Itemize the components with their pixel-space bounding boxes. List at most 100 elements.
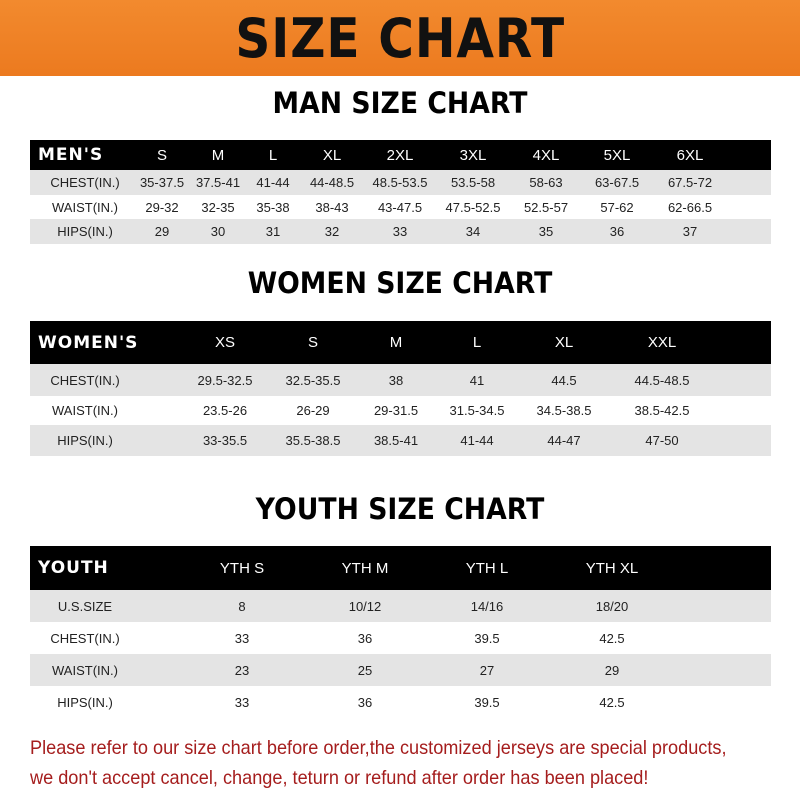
size-value: 42.5 [599,694,625,710]
table-row: WAIST(IN.) 23 25 27 29 [30,654,771,686]
table-corner-label: MEN'S [38,145,104,165]
size-value: 52.5-57 [523,199,569,215]
size-header: S [156,146,168,164]
size-header: YTH M [341,559,389,577]
size-value: 63-67.5 [594,175,640,190]
women-size-table: WOMEN'S XS S M L XL XXL CHEST(IN.) 29.5-32.5 32.5… [30,321,771,456]
size-value: 36 [609,224,625,239]
size-header: L [268,146,278,164]
row-label: CHEST(IN.) [50,372,120,388]
size-value: 37.5-41 [195,175,241,190]
size-header: 5XL [603,146,631,164]
size-value: 35-38 [256,199,290,215]
size-value: 29 [604,662,620,678]
row-label: WAIST(IN.) [52,403,118,418]
size-header: M [389,334,403,351]
size-value: 31 [265,224,281,239]
table-row: CHEST(IN.) 29.5-32.5 32.5-35.5 38 41 44.5 44.5… [30,364,771,396]
size-value: 32 [324,224,340,239]
size-value: 33 [234,694,250,710]
table-corner-label: WOMEN'S [38,332,139,353]
table-row: WAIST(IN.) 23.5-26 26-29 29-31.5 31.5-34.5 34… [30,396,771,425]
size-value: 23 [234,662,250,678]
size-header: XL [322,146,342,164]
size-value: 34.5-38.5 [536,403,592,418]
youth-size-table: YOUTH YTH S YTH M YTH L YTH XL U.S.SIZE 8 10/12… [30,546,771,718]
size-value: 10/12 [348,598,382,614]
size-value: 32-35 [201,199,235,215]
size-value: 27 [479,662,495,678]
row-label: WAIST(IN.) [52,199,118,215]
size-value: 57-62 [600,199,634,215]
size-value: 26-29 [296,403,330,418]
size-value: 37 [682,224,698,239]
size-value: 18/20 [595,598,629,614]
size-header: 6XL [676,146,704,164]
table-row: CHEST(IN.) 35-37.5 37.5-41 41-44 44-48.5 48.5… [30,170,771,195]
row-label: CHEST(IN.) [50,630,120,646]
notice-line-1: Please refer to our size chart before or… [30,737,727,759]
table-header-row: YOUTH YTH S YTH M YTH L YTH XL [30,546,771,590]
size-value: 67.5-72 [667,175,713,190]
size-value: 47.5-52.5 [445,199,501,215]
row-label: CHEST(IN.) [50,175,120,190]
youth-chart-title: YOUTH SIZE CHART [255,492,545,526]
size-value: 44-48.5 [309,175,355,190]
size-value: 36 [357,630,373,646]
size-value: 62-66.5 [667,199,713,215]
row-label: HIPS(IN.) [57,694,113,710]
banner-title: SIZE CHART [235,6,565,70]
size-value: 38.5-42.5 [634,403,690,418]
size-value: 48.5-53.5 [372,175,428,190]
size-header: YTH S [219,559,265,577]
size-value: 29-32 [145,199,179,215]
size-value: 29.5-32.5 [197,372,253,388]
notice-line-2: we don't accept cancel, change, teturn o… [30,767,649,789]
size-header: S [307,334,319,351]
size-value: 39.5 [474,694,500,710]
size-value: 41-44 [460,433,494,448]
size-value: 43-47.5 [377,199,423,215]
size-value: 23.5-26 [202,403,248,418]
size-header: XXL [647,334,677,351]
size-value: 29-31.5 [373,403,419,418]
size-value: 32.5-35.5 [285,372,341,388]
size-value: 58-63 [529,175,563,190]
size-value: 31.5-34.5 [449,403,505,418]
size-value: 33-35.5 [202,433,248,448]
size-value: 38.5-41 [373,433,419,448]
table-header-row: MEN'S S M L XL 2XL 3XL 4XL 5XL 6XL [30,140,771,170]
size-value: 8 [238,598,246,614]
row-label: WAIST(IN.) [52,662,118,678]
table-row: U.S.SIZE 8 10/12 14/16 18/20 [30,590,771,622]
size-value: 25 [357,662,373,678]
size-value: 38-43 [315,199,349,215]
size-header: 3XL [459,146,487,164]
table-row: HIPS(IN.) 33 36 39.5 42.5 [30,686,771,718]
table-corner-label: YOUTH [38,558,109,578]
size-value: 35 [538,224,554,239]
size-value: 44.5-48.5 [634,372,690,388]
size-value: 53.5-58 [450,175,496,190]
size-value: 39.5 [474,630,500,646]
size-value: 42.5 [599,630,625,646]
size-header: YTH XL [585,559,639,577]
table-row: WAIST(IN.) 29-32 32-35 35-38 38-43 43-47.5 47.… [30,195,771,219]
row-label: HIPS(IN.) [57,224,113,239]
row-label: U.S.SIZE [57,598,113,614]
size-value: 41-44 [256,175,290,190]
size-value: 38 [388,372,404,388]
size-value: 14/16 [470,598,504,614]
size-value: 35-37.5 [139,175,185,190]
table-row: HIPS(IN.) 33-35.5 35.5-38.5 38.5-41 41-44 44-… [30,425,771,456]
size-header: XL [554,334,574,351]
size-chart-banner: SIZE CHART [0,0,800,76]
size-value: 41 [469,372,485,388]
size-value: 34 [465,224,481,239]
size-value: 33 [234,630,250,646]
size-value: 47-50 [645,433,679,448]
women-chart-title: WOMEN SIZE CHART [247,266,553,300]
men-size-table: MEN'S S M L XL 2XL 3XL 4XL 5XL 6XL CHEST(IN.) 35-37… [30,140,771,244]
size-header: 2XL [386,146,414,164]
size-value: 29 [154,224,170,239]
